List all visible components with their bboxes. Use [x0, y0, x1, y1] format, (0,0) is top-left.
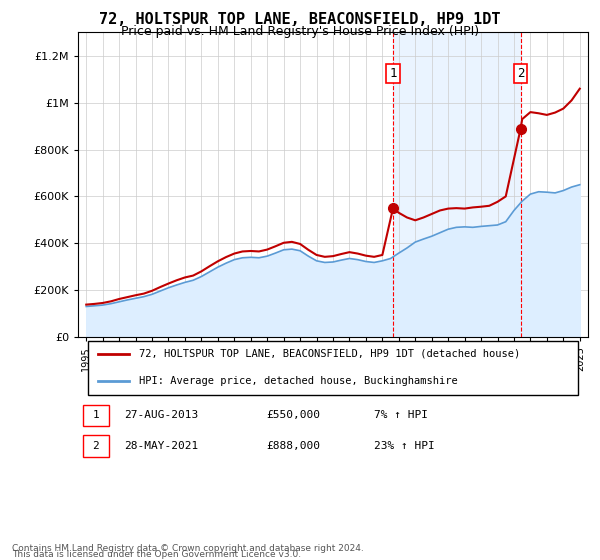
- Text: 1: 1: [92, 410, 99, 420]
- FancyBboxPatch shape: [88, 340, 578, 395]
- FancyBboxPatch shape: [83, 404, 109, 426]
- Text: 27-AUG-2013: 27-AUG-2013: [124, 410, 198, 420]
- Text: 72, HOLTSPUR TOP LANE, BEACONSFIELD, HP9 1DT: 72, HOLTSPUR TOP LANE, BEACONSFIELD, HP9…: [99, 12, 501, 27]
- Text: 28-MAY-2021: 28-MAY-2021: [124, 441, 198, 451]
- Text: Contains HM Land Registry data © Crown copyright and database right 2024.: Contains HM Land Registry data © Crown c…: [12, 544, 364, 553]
- Text: This data is licensed under the Open Government Licence v3.0.: This data is licensed under the Open Gov…: [12, 550, 301, 559]
- Text: HPI: Average price, detached house, Buckinghamshire: HPI: Average price, detached house, Buck…: [139, 376, 458, 386]
- FancyBboxPatch shape: [83, 435, 109, 457]
- Bar: [393, 32, 521, 337]
- Text: 2: 2: [92, 441, 99, 451]
- Text: Price paid vs. HM Land Registry's House Price Index (HPI): Price paid vs. HM Land Registry's House …: [121, 25, 479, 38]
- Text: 1: 1: [389, 67, 397, 80]
- Text: £550,000: £550,000: [266, 410, 320, 420]
- Text: 2: 2: [517, 67, 524, 80]
- Text: 7% ↑ HPI: 7% ↑ HPI: [374, 410, 428, 420]
- Text: 72, HOLTSPUR TOP LANE, BEACONSFIELD, HP9 1DT (detached house): 72, HOLTSPUR TOP LANE, BEACONSFIELD, HP9…: [139, 349, 520, 359]
- Text: £888,000: £888,000: [266, 441, 320, 451]
- Text: 23% ↑ HPI: 23% ↑ HPI: [374, 441, 434, 451]
